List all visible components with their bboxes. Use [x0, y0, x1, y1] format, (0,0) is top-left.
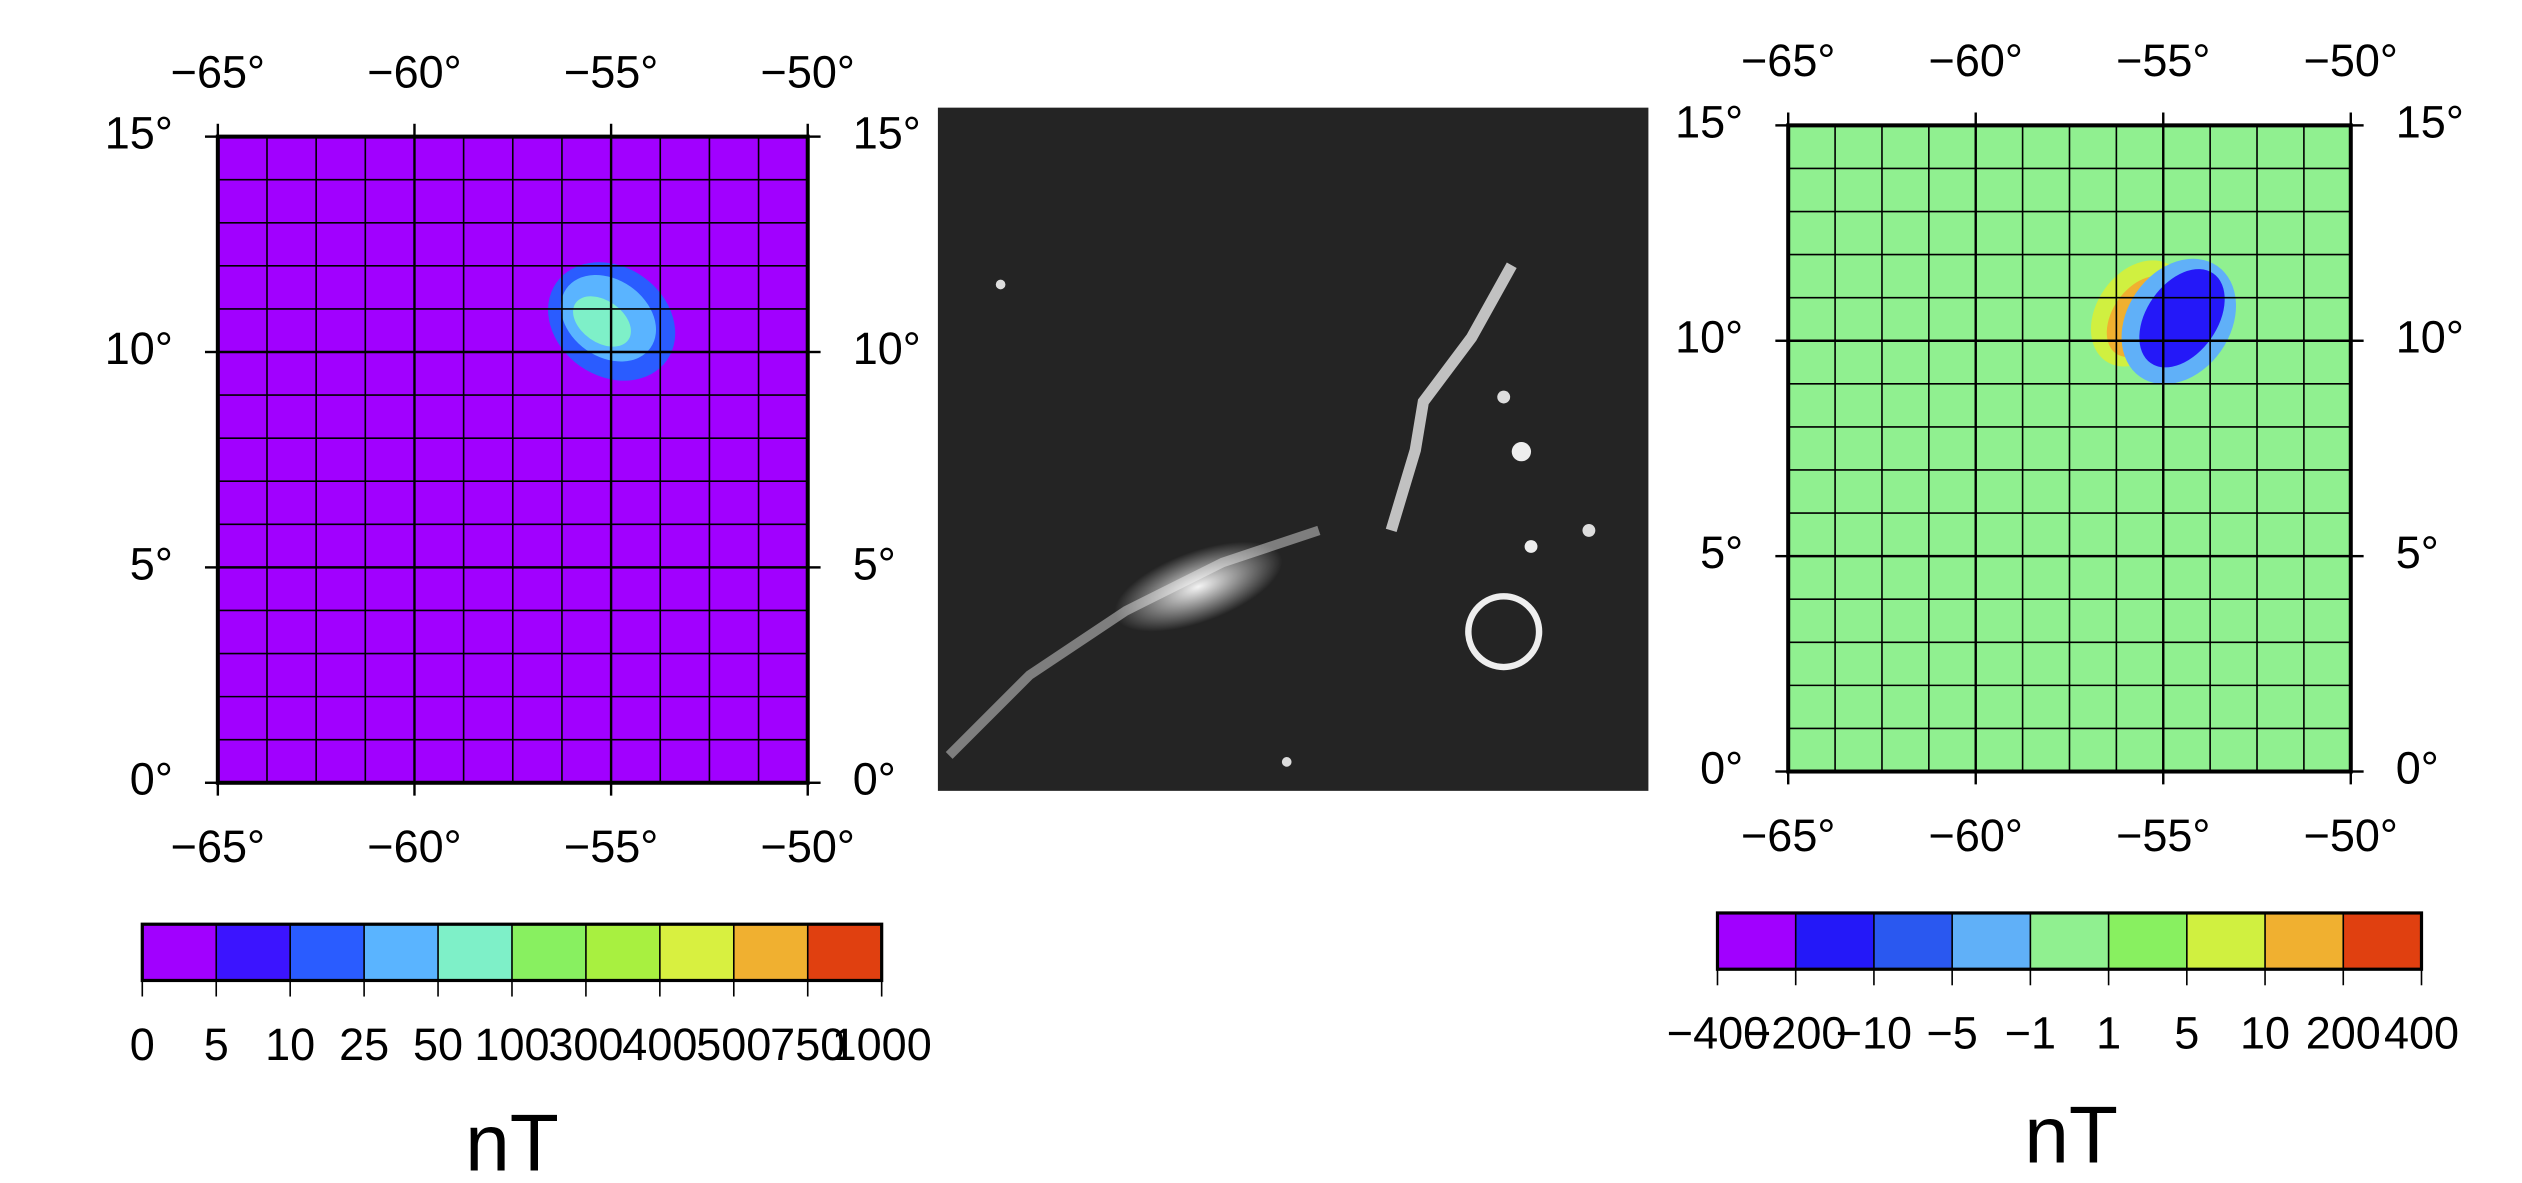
- x-tick-label: −50°: [2304, 810, 2398, 861]
- page: −65°−65°−60°−60°−55°−55°−50°−50°0°0°5°5°…: [0, 0, 2522, 1183]
- x-tick-label: −55°: [2116, 35, 2210, 86]
- colorbar-tick-label: 5: [204, 1019, 229, 1070]
- colorbar-tick-label: −10: [1836, 1008, 1912, 1059]
- y-tick-label: 10°: [105, 323, 173, 374]
- colorbar-unit: nT: [465, 1098, 559, 1183]
- colorbar-segment: [586, 924, 661, 980]
- y-tick-label: 15°: [105, 108, 173, 159]
- colorbar-tick-label: 400: [622, 1019, 697, 1070]
- colorbar-segment: [1952, 913, 2031, 969]
- colorbar-tick-label: 0: [130, 1019, 155, 1070]
- figure: −65°−65°−60°−60°−55°−55°−50°−50°0°0°5°5°…: [0, 0, 2522, 1183]
- x-tick-label: −65°: [1741, 810, 1835, 861]
- sky-image: [938, 108, 1648, 791]
- star: [1582, 524, 1595, 537]
- y-tick-label: 10°: [1675, 312, 1743, 363]
- colorbar-tick-label: 100: [474, 1019, 549, 1070]
- y-tick-label: 0°: [1700, 742, 1743, 793]
- y-tick-label: 10°: [2396, 312, 2464, 363]
- colorbar-segment: [660, 924, 735, 980]
- colorbar-tick-label: 10: [2240, 1008, 2290, 1059]
- colorbar-segment: [2109, 913, 2188, 969]
- y-tick-label: 5°: [130, 538, 173, 589]
- colorbar-segment: [734, 924, 809, 980]
- colorbar-segment: [216, 924, 291, 980]
- colorbar-segment: [364, 924, 439, 980]
- colorbar-tick-label: 200: [2306, 1008, 2381, 1059]
- colorbar-tick-label: 500: [696, 1019, 771, 1070]
- y-tick-label: 0°: [130, 754, 173, 805]
- colorbar-segment: [1796, 913, 1875, 969]
- star: [1282, 757, 1292, 767]
- y-tick-label: 15°: [2396, 96, 2464, 147]
- x-tick-label: −60°: [367, 46, 461, 97]
- colorbar-tick-label: 10: [265, 1019, 315, 1070]
- x-tick-label: −60°: [367, 821, 461, 872]
- colorbar-tick-label: −200: [1745, 1008, 1846, 1059]
- colorbar-segment: [1874, 913, 1953, 969]
- colorbar-segment: [808, 924, 883, 980]
- star: [1497, 391, 1510, 404]
- x-tick-label: −55°: [564, 46, 658, 97]
- colorbar-tick-label: 1000: [832, 1019, 932, 1070]
- y-tick-label: 5°: [2396, 527, 2439, 578]
- colorbar-segment: [2343, 913, 2422, 969]
- colorbar-tick-label: 1: [2096, 1008, 2121, 1059]
- x-tick-label: −65°: [171, 821, 265, 872]
- x-tick-label: −65°: [171, 46, 265, 97]
- x-tick-label: −55°: [2116, 810, 2210, 861]
- colorbar-segment: [290, 924, 365, 980]
- y-tick-label: 15°: [853, 108, 921, 159]
- y-tick-label: 5°: [1700, 527, 1743, 578]
- x-tick-label: −65°: [1741, 35, 1835, 86]
- x-tick-label: −60°: [1929, 810, 2023, 861]
- colorbar-tick-label: 400: [2384, 1008, 2459, 1059]
- colorbar-segment: [512, 924, 587, 980]
- colorbar-segment: [142, 924, 217, 980]
- colorbar-segment: [2030, 913, 2109, 969]
- x-tick-label: −60°: [1929, 35, 2023, 86]
- y-tick-label: 0°: [853, 754, 896, 805]
- x-tick-label: −50°: [2304, 35, 2398, 86]
- colorbar-segment: [2187, 913, 2266, 969]
- y-tick-label: 15°: [1675, 96, 1743, 147]
- colorbar-tick-label: 50: [413, 1019, 463, 1070]
- y-tick-label: 10°: [853, 323, 921, 374]
- x-tick-label: −50°: [761, 46, 855, 97]
- colorbar-segment: [438, 924, 513, 980]
- colorbar-unit: nT: [2024, 1090, 2118, 1180]
- star: [1525, 540, 1538, 553]
- colorbar-segment: [2265, 913, 2344, 969]
- image-haze: [938, 108, 1648, 791]
- y-tick-label: 0°: [2396, 742, 2439, 793]
- y-tick-label: 5°: [853, 538, 896, 589]
- colorbar-tick-label: 300: [548, 1019, 623, 1070]
- x-tick-label: −50°: [761, 821, 855, 872]
- colorbar-segment: [1717, 913, 1796, 969]
- star: [1512, 442, 1531, 461]
- colorbar-tick-label: −1: [2005, 1008, 2056, 1059]
- colorbar-tick-label: 5: [2174, 1008, 2199, 1059]
- x-tick-label: −55°: [564, 821, 658, 872]
- map-panel: −65° −65° −60° −60° −55° −55° −50° −50° 0° 0° 5° 5°…: [105, 46, 932, 1183]
- map-panel: −65° −65° −60° −60° −55° −55° −50° −50° 0° 0° 5° 5°…: [1667, 35, 2464, 1180]
- colorbar-tick-label: −5: [1926, 1008, 1977, 1059]
- colorbar-tick-label: 25: [339, 1019, 389, 1070]
- star: [996, 280, 1006, 290]
